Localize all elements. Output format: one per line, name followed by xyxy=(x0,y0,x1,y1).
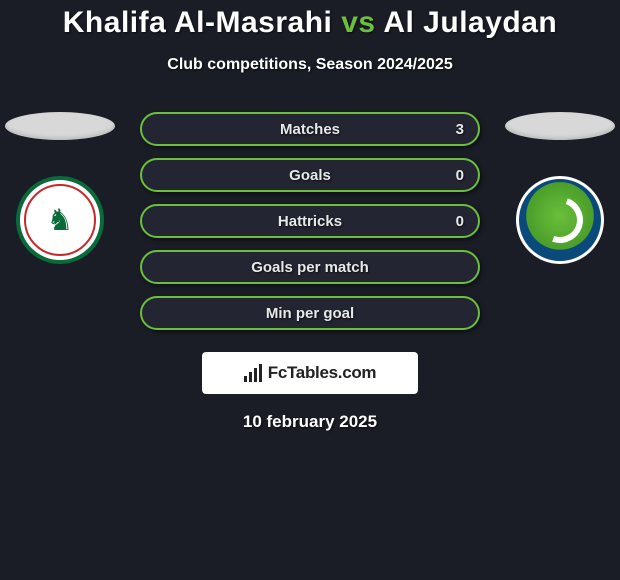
page-title: Khalifa Al-Masrahi vs Al Julaydan xyxy=(0,6,620,40)
club-badge-ettifaq: ♞ xyxy=(16,176,104,264)
comparison-panel: ♞ Matches 3 Goals 0 Hattricks xyxy=(0,112,620,432)
branding-box[interactable]: FcTables.com xyxy=(202,352,418,394)
player1-name: Khalifa Al-Masrahi xyxy=(63,6,333,39)
horse-icon: ♞ xyxy=(47,203,74,238)
stat-row-hattricks: Hattricks 0 xyxy=(140,204,480,238)
left-column: ♞ xyxy=(0,112,120,264)
player1-avatar xyxy=(5,112,115,140)
subtitle: Club competitions, Season 2024/2025 xyxy=(0,56,620,74)
brand-text: FcTables.com xyxy=(268,363,377,383)
vs-text: vs xyxy=(341,6,375,39)
player2-name: Al Julaydan xyxy=(383,6,557,39)
stat-label: Min per goal xyxy=(266,305,354,322)
date-label: 10 february 2025 xyxy=(0,412,620,432)
stat-right-value: 3 xyxy=(456,121,464,138)
stat-label: Goals per match xyxy=(251,259,369,276)
club-badge-alfateh xyxy=(516,176,604,264)
stats-list: Matches 3 Goals 0 Hattricks 0 Goals per … xyxy=(140,112,480,330)
right-column xyxy=(500,112,620,264)
stat-row-min-per-goal: Min per goal xyxy=(140,296,480,330)
stat-label: Hattricks xyxy=(278,213,342,230)
stat-label: Goals xyxy=(289,167,331,184)
stat-right-value: 0 xyxy=(456,167,464,184)
stat-right-value: 0 xyxy=(456,213,464,230)
stat-label: Matches xyxy=(280,121,340,138)
player2-avatar xyxy=(505,112,615,140)
swoosh-icon xyxy=(529,189,590,250)
stat-row-matches: Matches 3 xyxy=(140,112,480,146)
stat-row-goals-per-match: Goals per match xyxy=(140,250,480,284)
stat-row-goals: Goals 0 xyxy=(140,158,480,192)
bars-icon xyxy=(244,364,262,382)
